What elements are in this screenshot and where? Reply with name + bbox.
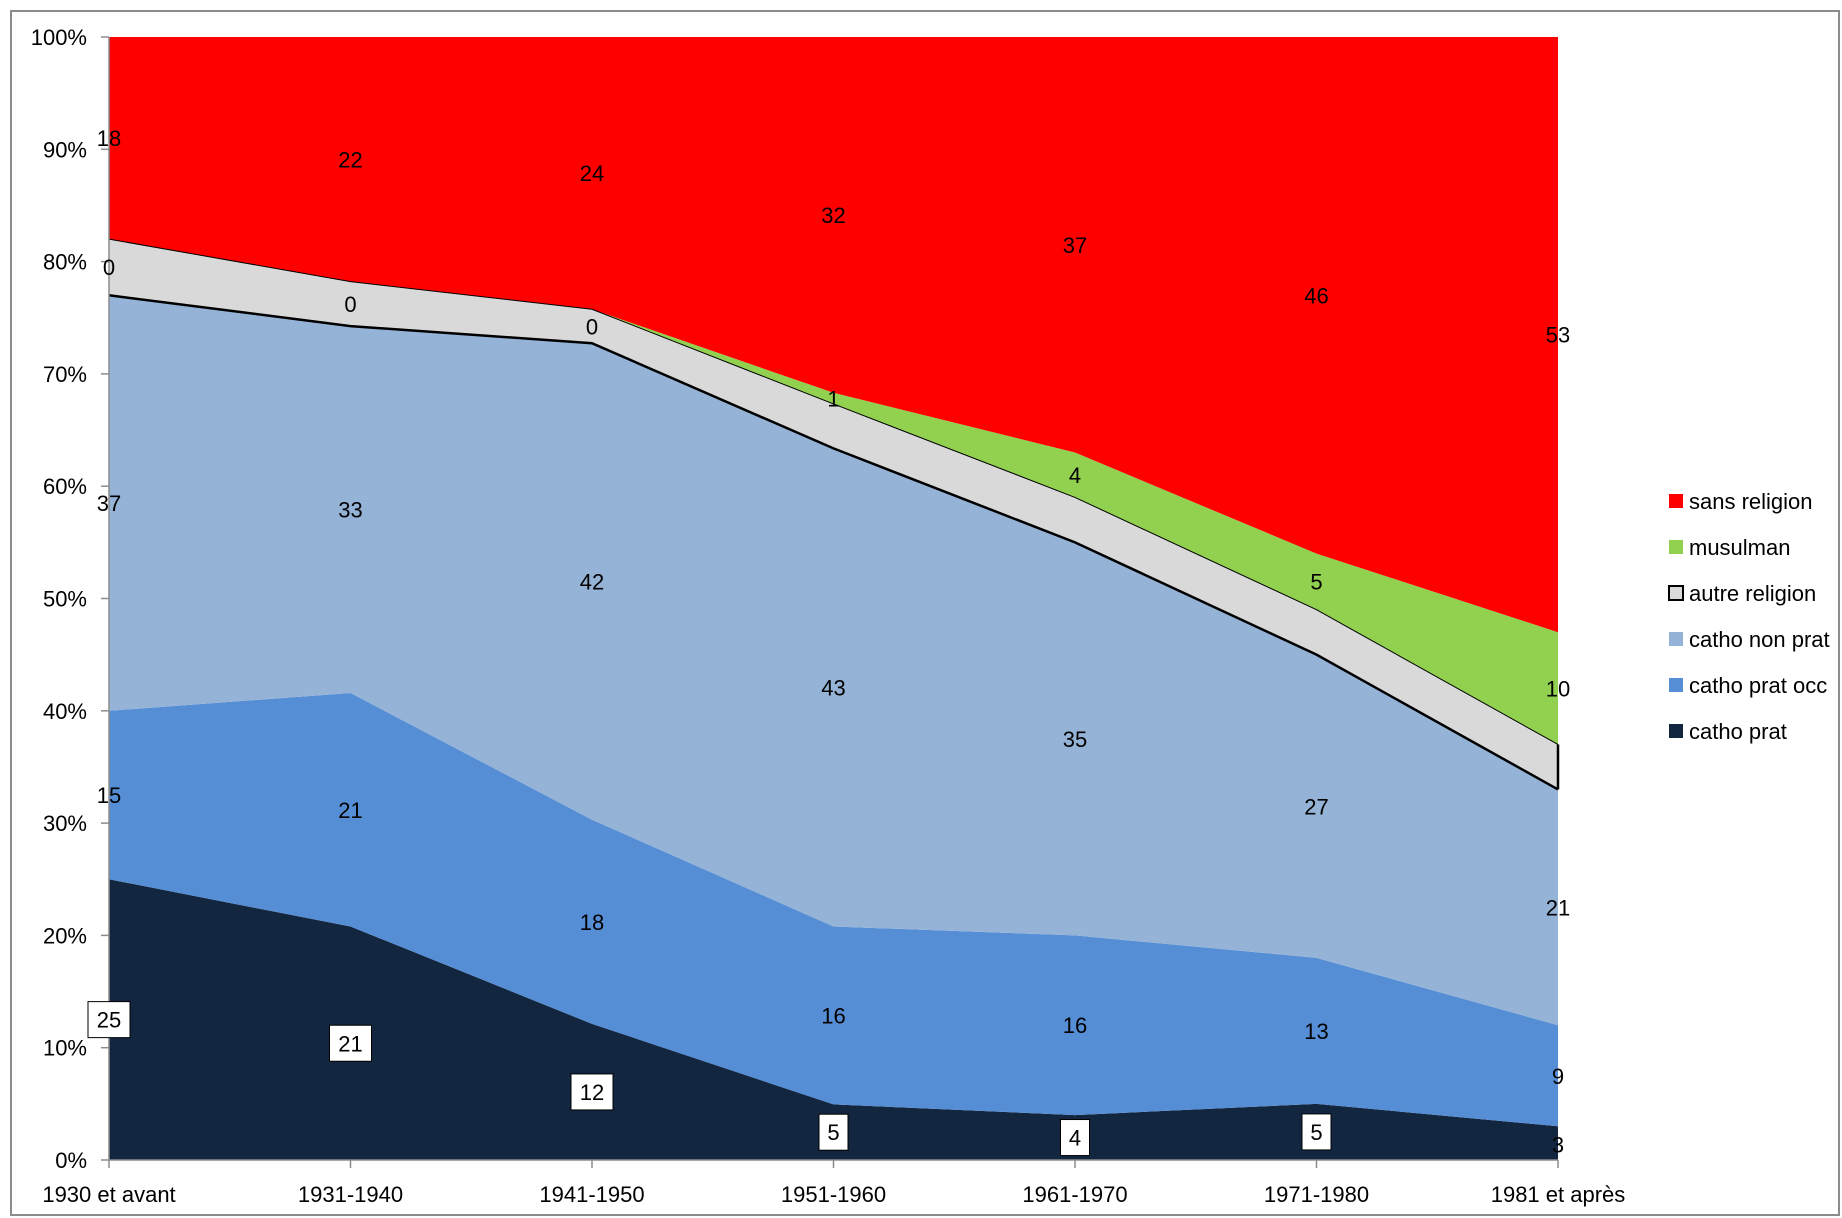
legend-swatch-catho-prat-occ <box>1669 678 1683 692</box>
data-label-autre-religion: 0 <box>103 255 115 280</box>
data-label-catho-prat: 12 <box>580 1080 604 1105</box>
x-tick-label: 1961-1970 <box>1022 1182 1127 1207</box>
y-tick-label: 20% <box>43 923 87 948</box>
data-label-catho-prat-occ: 13 <box>1304 1019 1328 1044</box>
x-tick-label: 1981 et après <box>1491 1182 1626 1207</box>
data-label-catho-non-prat: 33 <box>338 498 362 523</box>
data-label-autre-religion: 0 <box>586 314 598 339</box>
x-tick-label: 1931-1940 <box>298 1182 403 1207</box>
legend-label-catho-prat: catho prat <box>1689 719 1787 744</box>
data-label-box <box>1301 1113 1332 1151</box>
data-label-catho-prat: 25 <box>97 1008 121 1033</box>
x-tick-label: 1971-1980 <box>1264 1182 1369 1207</box>
y-tick-label: 80% <box>43 250 87 275</box>
data-label-autre-religion: 0 <box>344 292 356 317</box>
data-label-musulman: 10 <box>1546 676 1570 701</box>
data-label-sans-religion: 37 <box>1063 233 1087 258</box>
x-tick-label: 1930 et avant <box>42 1182 175 1207</box>
autre-religion-lower-border <box>108 294 1559 791</box>
data-label-sans-religion: 24 <box>580 161 604 186</box>
data-label-catho-non-prat: 21 <box>1546 895 1570 920</box>
y-tick-label: 30% <box>43 811 87 836</box>
data-label-catho-non-prat: 43 <box>821 675 845 700</box>
y-tick-label: 90% <box>43 137 87 162</box>
data-label-sans-religion: 22 <box>338 147 362 172</box>
y-tick-label: 70% <box>43 362 87 387</box>
data-label-catho-non-prat: 37 <box>97 491 121 516</box>
data-label-catho-prat-occ: 18 <box>580 910 604 935</box>
data-label-box <box>329 1024 372 1062</box>
data-label-musulman: 1 <box>827 386 839 411</box>
y-tick-label: 60% <box>43 474 87 499</box>
y-tick-label: 100% <box>31 25 87 50</box>
data-label-catho-prat-occ: 16 <box>1063 1013 1087 1038</box>
data-label-box <box>818 1113 849 1151</box>
data-label-catho-prat-occ: 21 <box>338 798 362 823</box>
legend-label-catho-non-prat: catho non prat <box>1689 627 1830 652</box>
data-label-catho-non-prat: 35 <box>1063 727 1087 752</box>
legend-swatch-sans-religion <box>1669 494 1683 508</box>
data-label-catho-prat-occ: 16 <box>821 1003 845 1028</box>
area-autre-religion <box>109 239 1558 790</box>
y-tick-label: 0% <box>55 1148 87 1173</box>
y-tick-label: 40% <box>43 699 87 724</box>
autre-religion-upper-border <box>108 238 1559 745</box>
data-label-musulman: 4 <box>1069 463 1081 488</box>
area-sans-religion <box>109 37 1558 633</box>
data-label-catho-prat: 4 <box>1069 1126 1081 1151</box>
data-label-catho-non-prat: 42 <box>580 569 604 594</box>
data-label-box <box>570 1073 614 1111</box>
legend-label-musulman: musulman <box>1689 535 1790 560</box>
data-label-sans-religion: 53 <box>1546 323 1570 348</box>
legend-swatch-autre-religion <box>1668 585 1684 601</box>
data-label-catho-prat: 5 <box>1310 1120 1322 1145</box>
legend-label-sans-religion: sans religion <box>1689 489 1813 514</box>
data-label-catho-non-prat: 27 <box>1304 794 1328 819</box>
y-tick-label: 50% <box>43 587 87 612</box>
data-label-sans-religion: 32 <box>821 203 845 228</box>
y-tick-label: 10% <box>43 1036 87 1061</box>
legend-label-catho-prat-occ: catho prat occ <box>1689 673 1827 698</box>
data-label-box <box>1060 1119 1090 1157</box>
area-catho-prat <box>109 879 1558 1160</box>
legend-swatch-catho-prat <box>1669 724 1683 738</box>
data-label-catho-prat: 21 <box>338 1031 362 1056</box>
data-label-catho-prat: 3 <box>1552 1132 1564 1157</box>
data-label-box <box>87 1001 131 1039</box>
data-label-sans-religion: 46 <box>1304 283 1328 308</box>
x-tick-label: 1951-1960 <box>781 1182 886 1207</box>
legend-swatch-catho-non-prat <box>1669 632 1683 646</box>
data-label-catho-prat-occ: 15 <box>97 783 121 808</box>
data-label-musulman: 5 <box>1310 570 1322 595</box>
data-label-catho-prat-occ: 9 <box>1552 1064 1564 1089</box>
data-label-catho-prat: 5 <box>827 1120 839 1145</box>
legend-label-autre-religion: autre religion <box>1689 581 1816 606</box>
legend-swatch-musulman <box>1669 540 1683 554</box>
area-catho-prat-occ <box>109 693 1558 1127</box>
data-label-sans-religion: 18 <box>97 126 121 151</box>
area-catho-non-prat <box>109 295 1558 1026</box>
x-tick-label: 1941-1950 <box>539 1182 644 1207</box>
